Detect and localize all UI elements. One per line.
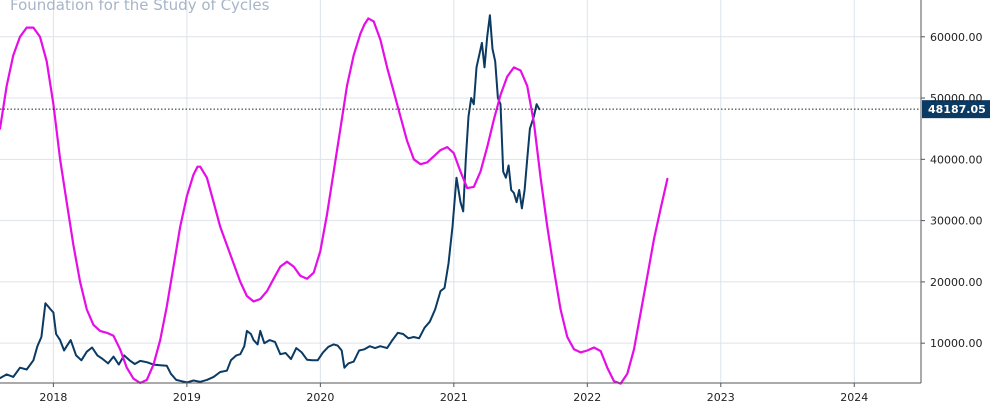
x-tick-label: 2024 [840,391,868,404]
current-value-badge [922,100,990,119]
x-tick-label: 2022 [573,391,601,404]
y-tick-label: 20000.00 [930,276,983,289]
y-tick-label: 60000.00 [930,31,983,44]
y-tick-label: 40000.00 [930,153,983,166]
y-tick-label: 30000.00 [930,215,983,228]
x-tick-label: 2020 [306,391,334,404]
price-series-line [0,14,541,384]
x-tick-label: 2019 [173,391,201,404]
y-tick-label: 50000.00 [930,92,983,105]
y-tick-label: 10000.00 [930,337,983,350]
current-value-label: 48187.05 [928,103,986,116]
x-tick-label: 2021 [440,391,468,404]
cycle-series-line [0,17,669,385]
x-tick-label: 2018 [39,391,67,404]
x-tick-label: 2023 [707,391,735,404]
chart-title: Foundation for the Study of Cycles [10,0,270,14]
